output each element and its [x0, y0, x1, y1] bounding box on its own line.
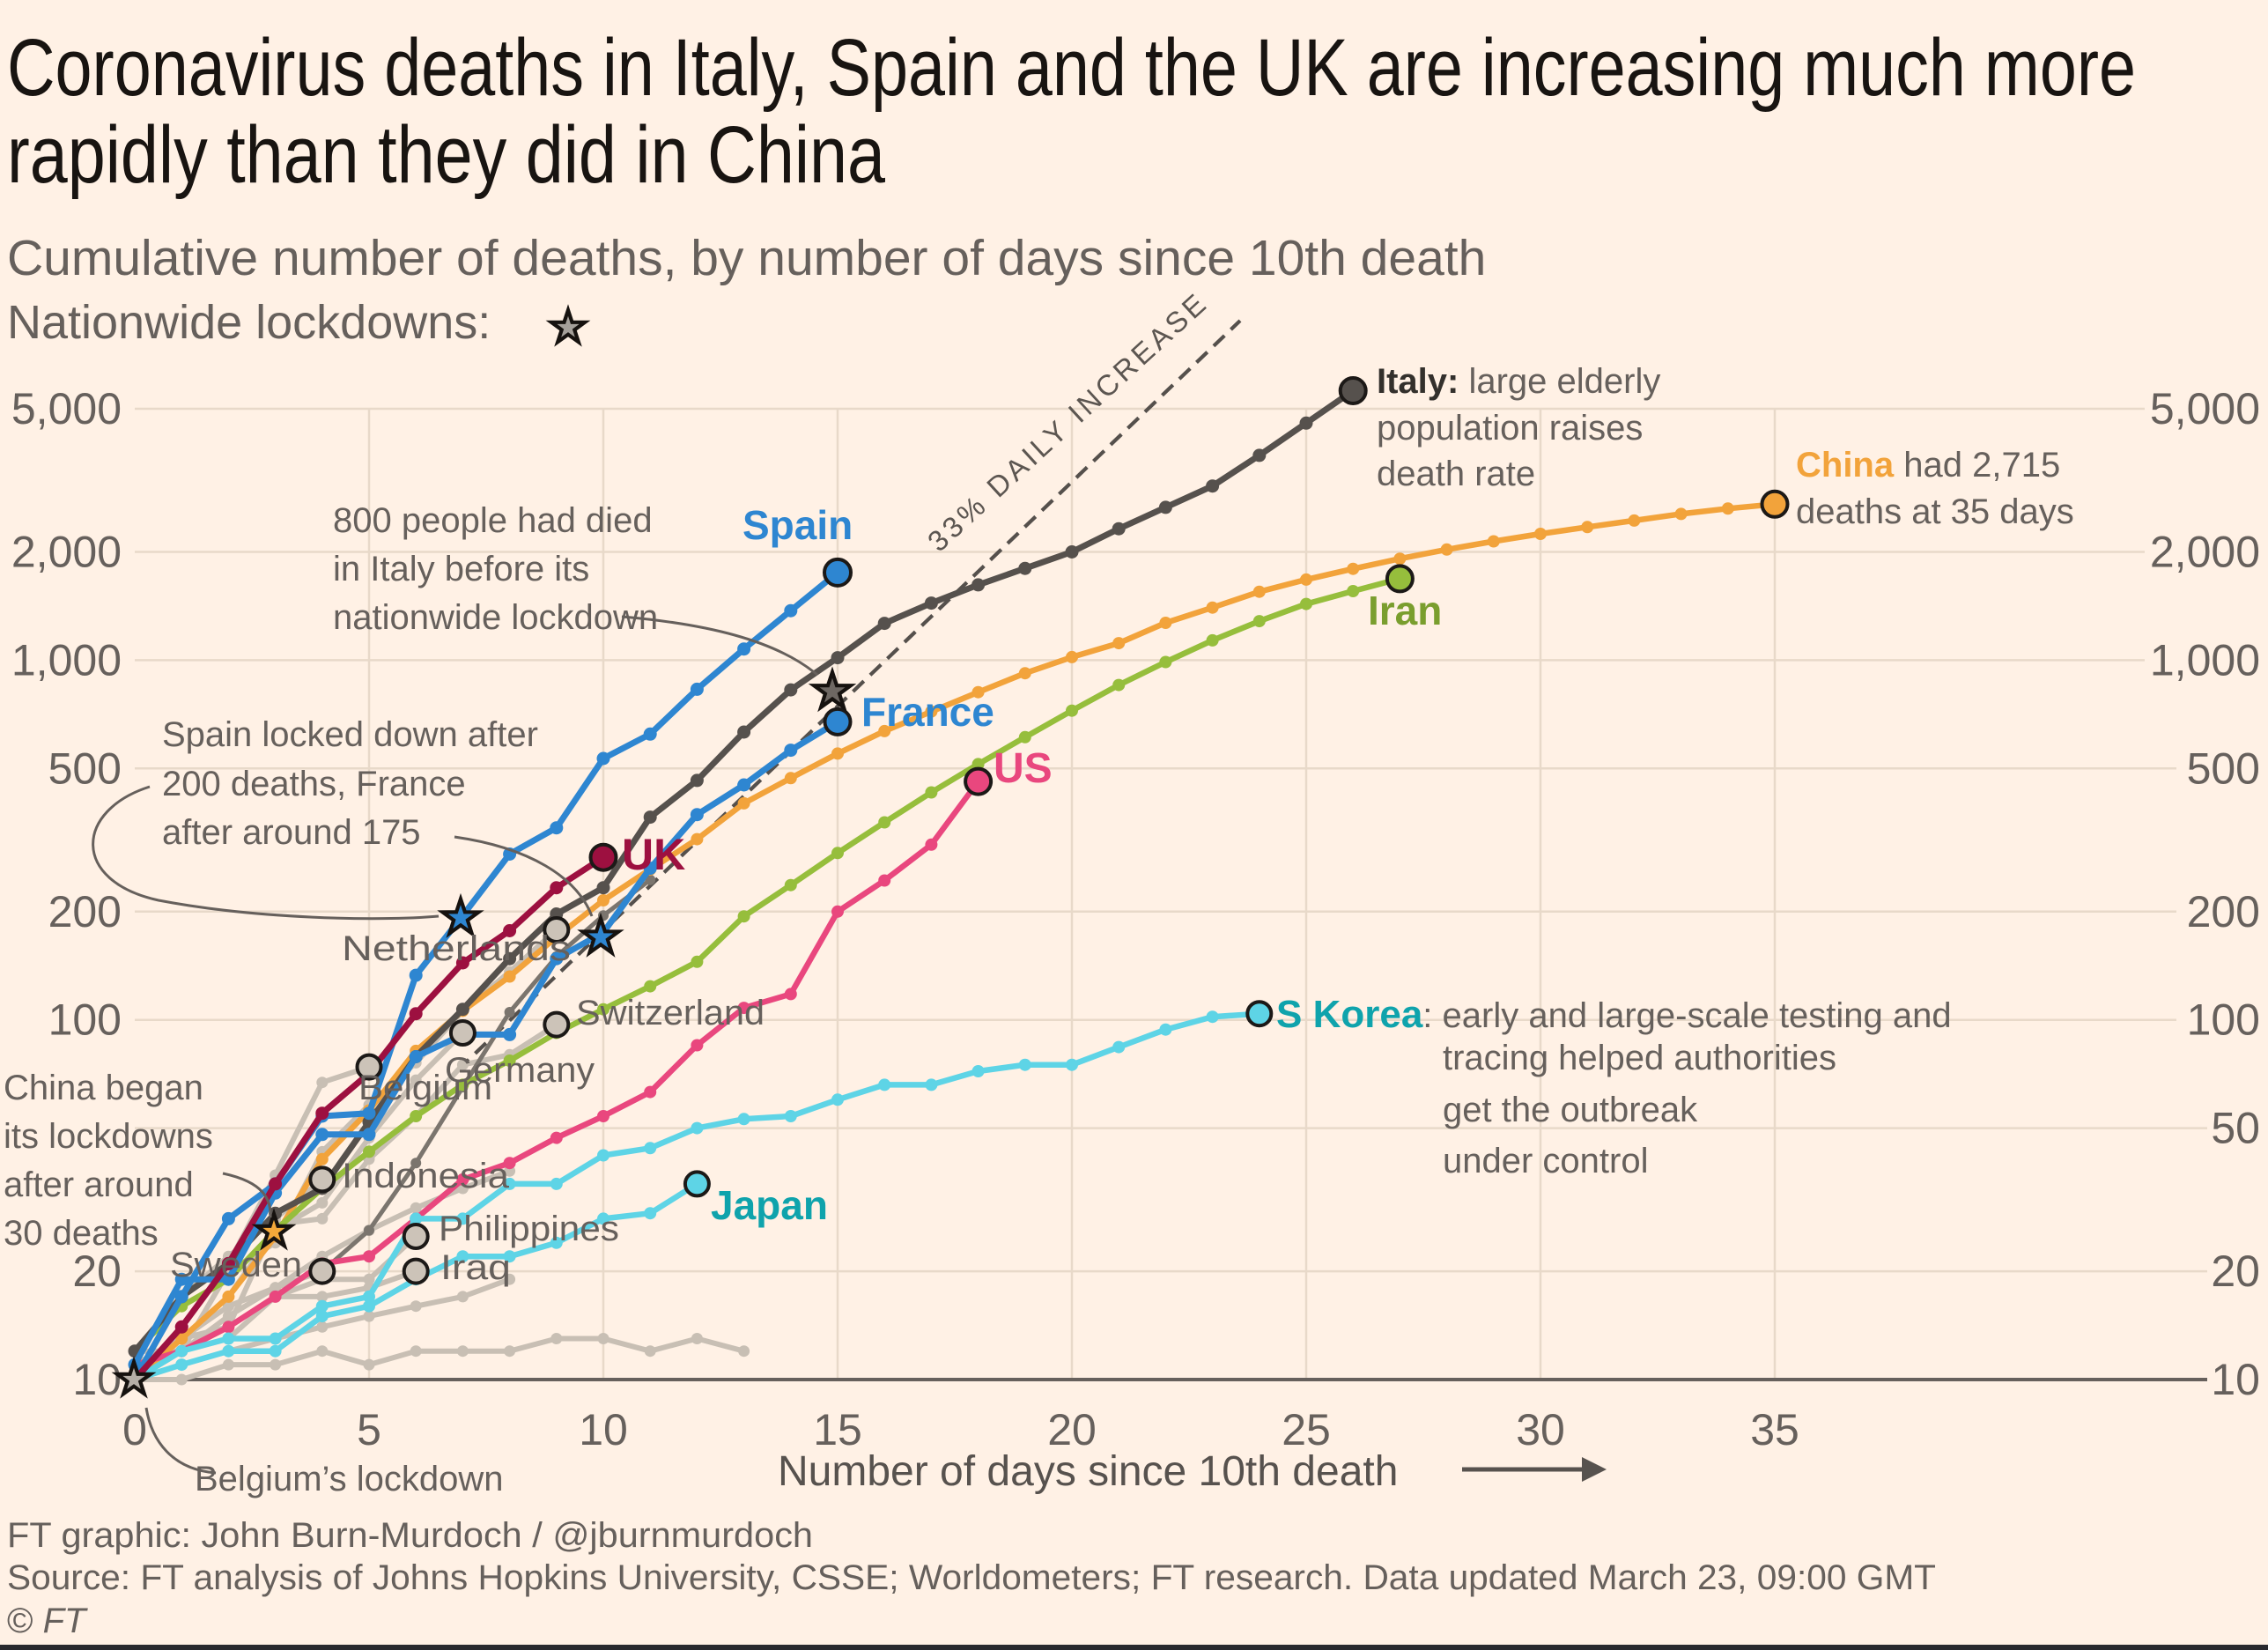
svg-text:Philippines: Philippines	[439, 1210, 619, 1248]
svg-text:death rate: death rate	[1377, 455, 1535, 493]
svg-text:Iran: Iran	[1368, 588, 1442, 633]
svg-text:Germany: Germany	[445, 1051, 595, 1090]
svg-text:in Italy before its: in Italy before its	[333, 550, 589, 588]
svg-text:China had 2,715: China had 2,715	[1796, 446, 2060, 485]
svg-text:France: France	[861, 689, 994, 735]
svg-text:500: 500	[2187, 744, 2260, 793]
svg-text:0: 0	[122, 1405, 147, 1454]
svg-text:Indonesia: Indonesia	[342, 1157, 510, 1195]
svg-text:30 deaths: 30 deaths	[4, 1214, 159, 1253]
svg-text:US: US	[994, 745, 1053, 792]
svg-text:© FT: © FT	[7, 1602, 88, 1640]
svg-text:Netherlands: Netherlands	[342, 929, 571, 968]
svg-text:200: 200	[2187, 887, 2260, 936]
svg-text:rapidly than they did in China: rapidly than they did in China	[7, 110, 886, 200]
svg-text:under control: under control	[1443, 1142, 1648, 1180]
svg-text:Cumulative number of deaths, b: Cumulative number of deaths, by number o…	[7, 230, 1486, 286]
svg-text:after around: after around	[4, 1165, 194, 1204]
svg-text:5,000: 5,000	[2150, 384, 2260, 433]
svg-text:get the outbreak: get the outbreak	[1443, 1091, 1698, 1129]
svg-text:deaths at 35 days: deaths at 35 days	[1796, 492, 2074, 531]
svg-text:China began: China began	[4, 1069, 203, 1107]
svg-text:500: 500	[48, 744, 122, 793]
svg-text:50: 50	[2211, 1104, 2260, 1153]
svg-text:100: 100	[2187, 995, 2260, 1045]
svg-text:Nationwide lockdowns:: Nationwide lockdowns:	[7, 296, 491, 349]
svg-text:20: 20	[1047, 1405, 1097, 1454]
svg-text:Spain: Spain	[742, 502, 853, 548]
svg-text:Number of days since 10th deat: Number of days since 10th death	[778, 1448, 1398, 1495]
svg-text:Coronavirus deaths in Italy, S: Coronavirus deaths in Italy, Spain and t…	[7, 23, 2136, 113]
svg-text:20: 20	[2211, 1247, 2260, 1296]
svg-text:Belgium: Belgium	[358, 1069, 492, 1107]
svg-text:Belgium’s lockdown: Belgium’s lockdown	[195, 1460, 504, 1498]
svg-text:nationwide lockdown: nationwide lockdown	[333, 598, 658, 637]
svg-text:100: 100	[48, 995, 122, 1045]
svg-text:15: 15	[813, 1405, 862, 1454]
svg-text:800 people had died: 800 people had died	[333, 501, 653, 540]
svg-text:UK: UK	[622, 830, 685, 879]
svg-text:5,000: 5,000	[11, 384, 122, 433]
svg-text:10: 10	[2211, 1355, 2260, 1404]
svg-text:tracing helped authorities: tracing helped authorities	[1443, 1039, 1836, 1077]
svg-text:its lockdowns: its lockdowns	[4, 1117, 213, 1156]
svg-text:10: 10	[579, 1405, 628, 1454]
svg-text:Switzerland: Switzerland	[576, 994, 765, 1032]
svg-text:35: 35	[1750, 1405, 1799, 1454]
svg-text:5: 5	[357, 1405, 381, 1454]
svg-text:Japan: Japan	[711, 1182, 828, 1228]
svg-text:2,000: 2,000	[11, 527, 122, 576]
svg-text:Spain locked down after: Spain locked down after	[162, 715, 538, 754]
svg-text:30: 30	[1516, 1405, 1565, 1454]
svg-text:10: 10	[72, 1355, 122, 1404]
svg-text:Sweden: Sweden	[170, 1246, 302, 1284]
svg-text:S Korea: early and large-scale: S Korea: early and large-scale testing a…	[1276, 993, 1952, 1036]
svg-text:20: 20	[72, 1247, 122, 1296]
svg-text:population raises: population raises	[1377, 409, 1643, 448]
svg-text:1,000: 1,000	[2150, 635, 2260, 684]
svg-text:after around 175: after around 175	[162, 813, 421, 852]
svg-text:200 deaths, France: 200 deaths, France	[162, 765, 466, 803]
svg-text:1,000: 1,000	[11, 635, 122, 684]
svg-text:25: 25	[1282, 1405, 1331, 1454]
svg-text:Iraq: Iraq	[440, 1248, 511, 1287]
svg-text:2,000: 2,000	[2150, 527, 2260, 576]
svg-text:Italy: large elderly: Italy: large elderly	[1377, 362, 1660, 401]
svg-text:200: 200	[48, 887, 122, 936]
svg-text:FT graphic: John Burn-Murdoch: FT graphic: John Burn-Murdoch / @jburnmu…	[7, 1516, 813, 1555]
svg-text:Source: FT analysis of Johns H: Source: FT analysis of Johns Hopkins Uni…	[7, 1558, 1936, 1597]
